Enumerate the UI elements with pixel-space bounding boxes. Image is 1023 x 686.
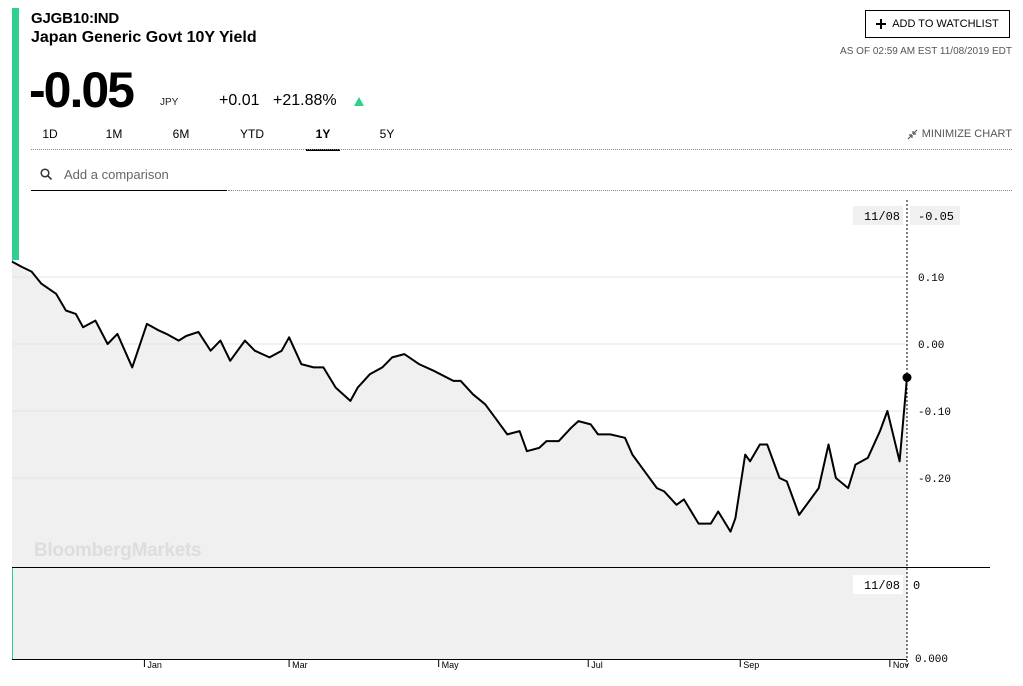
as-of-timestamp: AS OF 02:59 AM EST 11/08/2019 EDT — [840, 46, 1012, 57]
add-to-watchlist-button[interactable]: ADD TO WATCHLIST — [865, 10, 1010, 38]
bloomberg-markets-watermark: BloombergMarkets — [34, 540, 202, 561]
crosshair-value-label: -0.05 — [918, 210, 954, 224]
x-tick-label: Jan — [147, 660, 162, 670]
search-icon — [40, 168, 52, 180]
price-value: -0.05 — [29, 62, 135, 118]
y-tick-label: -0.20 — [918, 474, 951, 486]
price-line — [11, 260, 908, 533]
lower-y-tick-label: 0.000 — [915, 654, 948, 666]
up-triangle-icon — [354, 97, 364, 106]
tab-1m[interactable]: 1M — [105, 127, 123, 141]
currency-label: JPY — [160, 97, 179, 108]
comparison-search — [31, 158, 227, 191]
tab-1y[interactable]: 1Y — [306, 124, 340, 151]
tab-ytd[interactable]: YTD — [240, 127, 264, 141]
x-tick-label: Nov — [893, 660, 910, 670]
x-tick-label: Jul — [591, 660, 603, 670]
minimize-icon — [907, 129, 918, 139]
crosshair-date-box — [853, 206, 903, 225]
lower-date-box — [853, 575, 903, 594]
minimize-chart-label: MINIMIZE CHART — [921, 128, 1012, 140]
divider — [228, 190, 1012, 191]
plus-icon — [876, 19, 887, 29]
minimize-chart-button[interactable]: MINIMIZE CHART — [907, 128, 1012, 140]
lower-date-label: 11/08 — [864, 579, 900, 593]
crosshair-date-label: 11/08 — [864, 210, 900, 224]
lower-value-box — [910, 575, 928, 594]
ticker-symbol: GJGB10:IND — [31, 10, 120, 27]
tab-1d[interactable]: 1D — [42, 127, 58, 141]
y-tick-label: 0.00 — [918, 340, 944, 352]
last-point-marker — [902, 373, 912, 382]
tab-5y[interactable]: 5Y — [379, 127, 395, 141]
x-tick-label: Mar — [292, 660, 308, 670]
lower-panel — [13, 568, 907, 659]
y-tick-label: 0.10 — [918, 273, 944, 285]
add-to-watchlist-label: ADD TO WATCHLIST — [892, 18, 999, 30]
tab-6m[interactable]: 6M — [172, 127, 190, 141]
x-tick-label: May — [442, 660, 460, 670]
crosshair-value-box — [910, 206, 960, 225]
area-fill — [12, 261, 907, 567]
security-name: Japan Generic Govt 10Y Yield — [31, 29, 257, 46]
y-tick-label: -0.10 — [918, 407, 951, 419]
lower-value-label: 0 — [913, 579, 920, 593]
price-change-percent: +21.88% — [273, 92, 337, 109]
accent-bar — [12, 8, 19, 260]
comparison-input[interactable] — [62, 165, 216, 183]
x-tick-label: Sep — [743, 660, 759, 670]
price-change: +0.01 — [219, 92, 260, 109]
divider — [31, 149, 1012, 150]
